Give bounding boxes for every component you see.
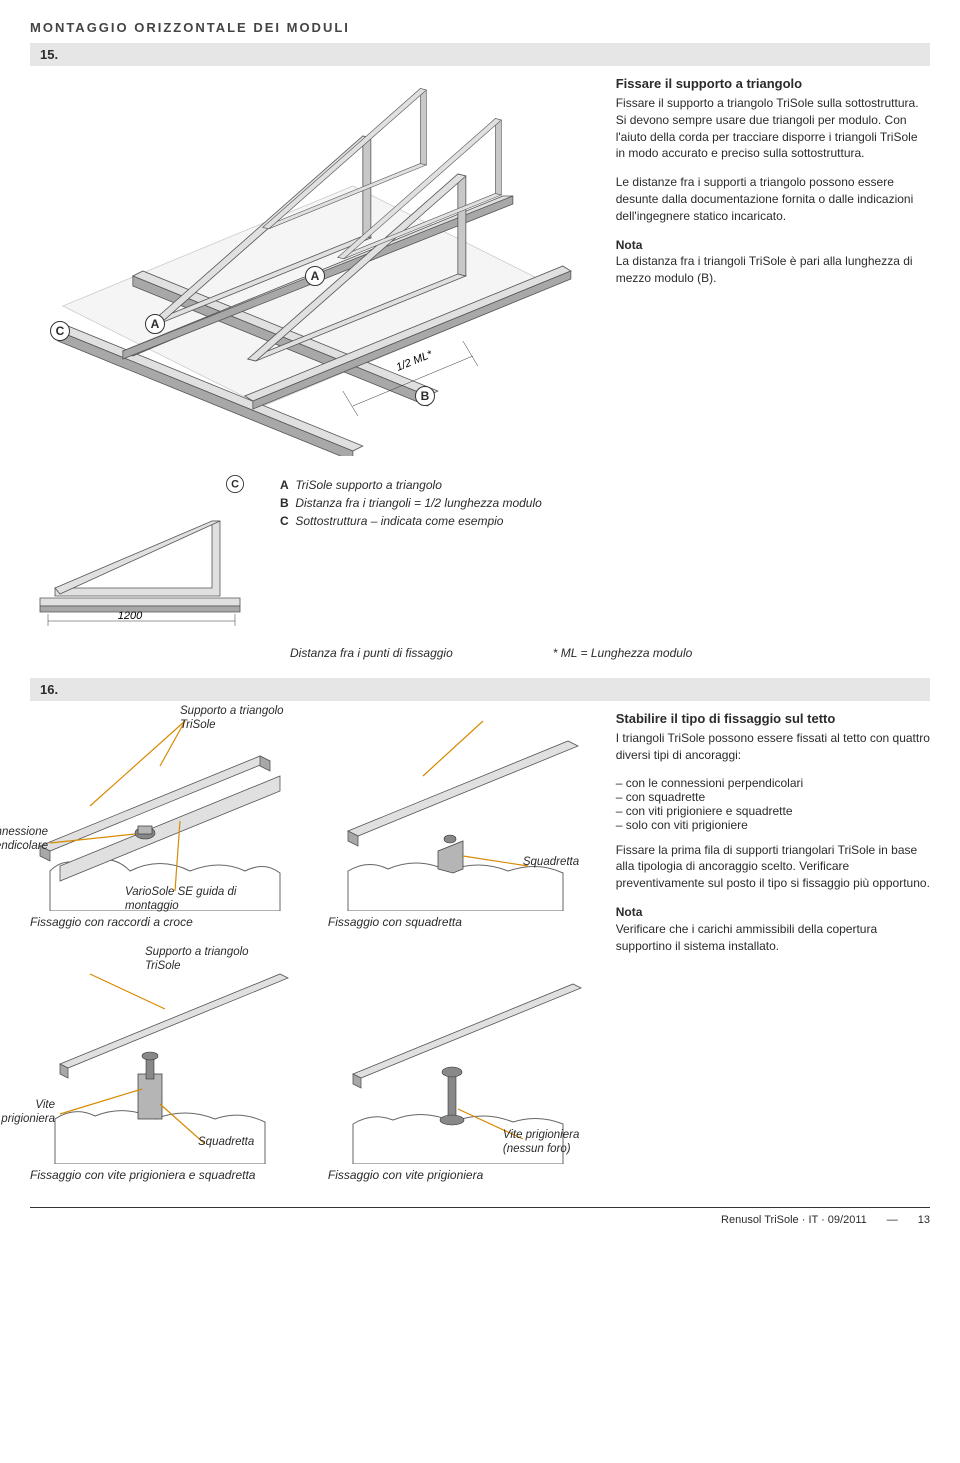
step16-list: con le connessioni perpendicolari con sq…: [616, 776, 930, 832]
label-b: B: [415, 386, 435, 406]
step16-para1: I triangoli TriSole possono essere fissa…: [616, 730, 930, 764]
callout-vario: VarioSole SE guida di montaggio: [125, 886, 265, 914]
page-footer: Renusol TriSole · IT · 09/2011 — 13: [30, 1207, 930, 1226]
callout-vite-prig-nf: Vite prigioniera (nessun foro): [503, 1129, 603, 1157]
caption-stud: Fissaggio con vite prigioniera: [328, 1168, 596, 1182]
caption-cross: Fissaggio con raccordi a croce: [30, 915, 298, 929]
label-a-1: A: [145, 314, 165, 334]
label-a-2: A: [305, 266, 325, 286]
callout-supporto-2: Supporto a triangolo TriSole: [145, 946, 265, 974]
callout-supporto-1: Supporto a triangolo TriSole: [180, 705, 290, 733]
callout-vite-prig: Vite prigioniera: [0, 1099, 55, 1127]
step15-heading: Fissare il supporto a triangolo: [616, 76, 930, 91]
figure-15-side: 1200 C: [30, 476, 250, 626]
step16-nota: Verificare che i carichi ammissibili del…: [616, 922, 877, 953]
figure-15-isometric: 1/2 ML* C A A B: [30, 76, 596, 456]
step15-nota-head: Nota: [616, 238, 643, 252]
step15-para2: Le distanze fra i supporti a triangolo p…: [616, 174, 930, 224]
svg-text:1200: 1200: [118, 610, 143, 622]
figure-16-stud: Vite prigioniera (nessun foro) Fissaggio…: [328, 964, 596, 1182]
figure-16-bracket: Squadretta Fissaggio con squadretta: [328, 711, 596, 929]
label-c-1: C: [50, 321, 70, 341]
caption-stud-bracket: Fissaggio con vite prigioniera e squadre…: [30, 1168, 298, 1182]
callout-squadretta-2: Squadretta: [198, 1136, 254, 1150]
step15-para1: Fissare il supporto a triangolo TriSole …: [616, 95, 930, 162]
callout-squadretta-1: Squadretta: [523, 856, 579, 870]
figure-16-stud-bracket: Supporto a triangolo TriSole Vite prigio…: [30, 964, 298, 1182]
label-c-2: C: [226, 475, 244, 493]
ml-note: * ML = Lunghezza modulo: [493, 646, 930, 660]
step-15-number: 15.: [30, 43, 930, 66]
step-16-number: 16.: [30, 678, 930, 701]
step16-para2: Fissare la prima fila di supporti triang…: [616, 842, 930, 892]
legend-15: A TriSole supporto a triangolo B Distanz…: [280, 476, 930, 530]
figure-16-cross: Supporto a triangolo TriSole Connessione…: [30, 711, 298, 929]
step16-nota-head: Nota: [616, 905, 643, 919]
step16-heading: Stabilire il tipo di fissaggio sul tetto: [616, 711, 930, 726]
callout-conn-perp: Connessione perpendicolare: [0, 826, 48, 854]
caption-bracket: Fissaggio con squadretta: [328, 915, 596, 929]
step15-nota: La distanza fra i triangoli TriSole è pa…: [616, 254, 913, 285]
dim-half-ml: 1/2 ML*: [394, 348, 434, 374]
page-title: MONTAGGIO ORIZZONTALE DEI MODULI: [30, 20, 930, 35]
dist-label: Distanza fra i punti di fissaggio: [290, 646, 453, 660]
